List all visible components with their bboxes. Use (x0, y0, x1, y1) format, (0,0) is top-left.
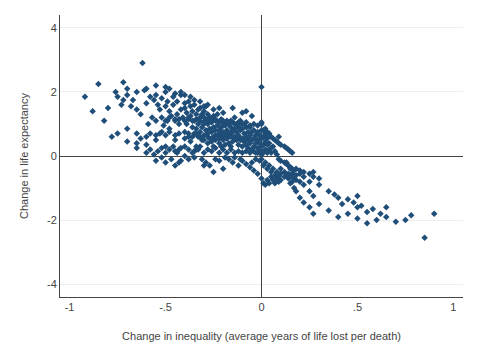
svg-text:0: 0 (258, 301, 264, 313)
svg-text:-4: -4 (47, 278, 57, 290)
svg-text:.5: .5 (353, 301, 362, 313)
svg-text:2: 2 (51, 86, 57, 98)
svg-text:-.5: -.5 (159, 301, 172, 313)
svg-text:-1: -1 (65, 301, 75, 313)
svg-text:1: 1 (450, 301, 456, 313)
svg-text:0: 0 (51, 150, 57, 162)
svg-text:-2: -2 (47, 214, 57, 226)
svg-text:Change in life expectancy: Change in life expectancy (18, 93, 30, 219)
svg-text:Change in inequality (average: Change in inequality (average years of l… (122, 330, 401, 342)
svg-text:4: 4 (51, 22, 57, 34)
